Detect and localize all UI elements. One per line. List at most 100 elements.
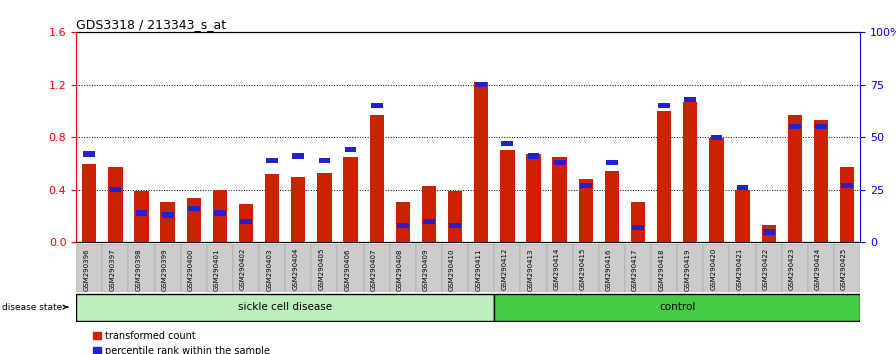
Text: GSM290415: GSM290415 xyxy=(580,248,586,291)
Text: GSM290402: GSM290402 xyxy=(240,248,246,291)
Text: GSM290409: GSM290409 xyxy=(423,248,429,291)
Bar xyxy=(312,244,338,292)
Bar xyxy=(285,244,312,292)
Bar xyxy=(631,202,645,242)
Text: disease state: disease state xyxy=(2,303,67,312)
Bar xyxy=(495,293,860,321)
Text: GSM290403: GSM290403 xyxy=(266,248,272,291)
Bar xyxy=(134,191,149,242)
Bar xyxy=(651,244,677,292)
Bar xyxy=(755,244,781,292)
Text: GSM290401: GSM290401 xyxy=(214,248,220,291)
Bar xyxy=(526,154,540,242)
Bar xyxy=(207,244,233,292)
Bar xyxy=(502,141,513,146)
Bar xyxy=(469,244,495,292)
Bar xyxy=(729,244,755,292)
Bar xyxy=(580,183,591,188)
Text: GSM290418: GSM290418 xyxy=(659,248,664,291)
Text: GSM290417: GSM290417 xyxy=(632,248,638,291)
Text: control: control xyxy=(659,302,695,312)
Bar xyxy=(371,103,383,108)
Text: GSM290399: GSM290399 xyxy=(161,248,168,291)
Bar xyxy=(606,160,617,165)
Text: GSM290405: GSM290405 xyxy=(318,248,324,291)
Text: sickle cell disease: sickle cell disease xyxy=(238,302,332,312)
Bar xyxy=(677,244,703,292)
Bar xyxy=(266,158,278,163)
Bar xyxy=(317,173,332,242)
Bar xyxy=(736,190,750,242)
Bar xyxy=(369,115,383,242)
Text: GDS3318 / 213343_s_at: GDS3318 / 213343_s_at xyxy=(76,18,227,31)
Bar xyxy=(448,191,462,242)
Bar xyxy=(239,204,254,242)
Bar xyxy=(789,124,801,129)
Bar xyxy=(212,190,227,242)
Bar xyxy=(108,167,123,242)
Text: GSM290410: GSM290410 xyxy=(449,248,455,291)
Text: GSM290420: GSM290420 xyxy=(711,248,717,291)
Bar xyxy=(633,225,644,230)
Text: GSM290408: GSM290408 xyxy=(397,248,403,291)
Bar xyxy=(657,111,671,242)
Bar xyxy=(135,210,147,216)
Bar xyxy=(703,244,729,292)
Bar xyxy=(422,186,436,242)
Bar xyxy=(711,135,722,140)
Bar xyxy=(76,244,102,292)
Bar xyxy=(788,115,802,242)
Text: GSM290414: GSM290414 xyxy=(554,248,560,291)
Bar xyxy=(737,185,748,190)
Bar xyxy=(390,244,416,292)
Bar xyxy=(186,198,201,242)
Bar xyxy=(834,244,860,292)
Bar xyxy=(76,293,495,321)
Bar xyxy=(814,120,828,242)
Bar xyxy=(547,244,573,292)
Text: GSM290398: GSM290398 xyxy=(135,248,142,291)
Bar xyxy=(659,103,670,108)
Bar xyxy=(396,202,410,242)
Text: GSM290396: GSM290396 xyxy=(83,248,90,291)
Text: GSM290412: GSM290412 xyxy=(502,248,507,291)
Bar xyxy=(683,102,697,242)
Bar xyxy=(521,244,547,292)
Text: GSM290425: GSM290425 xyxy=(841,248,847,290)
Bar xyxy=(128,244,154,292)
Text: GSM290397: GSM290397 xyxy=(109,248,116,291)
Bar xyxy=(500,150,514,242)
Text: GSM290404: GSM290404 xyxy=(292,248,298,291)
Text: GSM290421: GSM290421 xyxy=(737,248,743,291)
Bar xyxy=(476,82,487,87)
Bar xyxy=(841,183,853,188)
Text: GSM290411: GSM290411 xyxy=(475,248,481,291)
Bar xyxy=(345,147,357,153)
Legend: transformed count, percentile rank within the sample: transformed count, percentile rank withi… xyxy=(89,327,274,354)
Text: GSM290416: GSM290416 xyxy=(606,248,612,291)
Bar xyxy=(815,124,827,129)
Text: GSM290400: GSM290400 xyxy=(188,248,194,291)
Bar xyxy=(625,244,651,292)
Bar xyxy=(449,223,461,228)
Bar xyxy=(781,244,808,292)
Bar xyxy=(528,154,539,159)
Bar xyxy=(762,225,776,242)
Bar xyxy=(102,244,128,292)
Bar xyxy=(181,244,207,292)
Bar xyxy=(160,202,175,242)
Bar xyxy=(338,244,364,292)
Bar xyxy=(840,167,854,242)
Bar xyxy=(685,97,696,102)
Bar xyxy=(292,154,304,159)
Bar xyxy=(808,244,834,292)
Bar xyxy=(83,152,95,157)
Bar xyxy=(154,244,181,292)
Bar xyxy=(474,82,488,242)
Bar xyxy=(423,219,435,224)
Bar xyxy=(343,157,358,242)
Bar xyxy=(162,212,174,218)
Bar xyxy=(82,164,97,242)
Bar xyxy=(214,210,226,216)
Bar xyxy=(364,244,390,292)
